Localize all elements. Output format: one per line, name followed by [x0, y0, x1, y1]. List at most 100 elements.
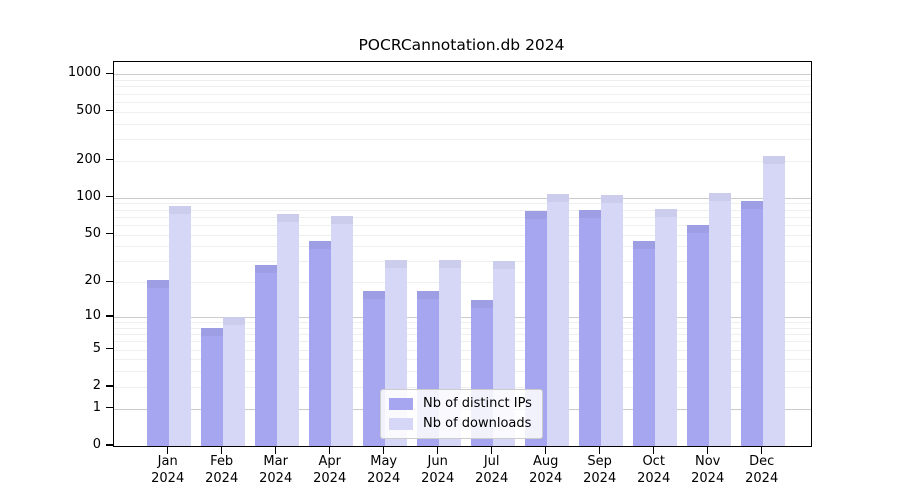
- y-tick-label-500: 500: [76, 102, 101, 118]
- x-tick-month-aug: Aug: [532, 454, 559, 469]
- y-tick-label-100: 100: [76, 188, 101, 204]
- bar-downloads-oct: [654, 208, 677, 446]
- y-tick-label-5: 5: [92, 340, 101, 356]
- bar-downloads-apr: [330, 215, 353, 446]
- x-tick-label-nov: Nov 2024: [678, 454, 738, 487]
- x-tick-month-nov: Nov: [695, 454, 721, 469]
- gridline-70: [114, 216, 811, 218]
- bar-distinct-ips-mar: [254, 264, 277, 446]
- bar-distinct-ips-jan: [146, 279, 169, 446]
- x-tick-month-apr: Apr: [318, 454, 341, 469]
- bar-distinct-ips-apr: [308, 241, 331, 446]
- legend-swatch-distinct-ips: [389, 397, 413, 410]
- x-tick-label-aug: Aug 2024: [516, 454, 576, 487]
- x-tick-year-may: 2024: [367, 470, 401, 486]
- x-tick-mark-nov: [707, 446, 709, 454]
- bar-distinct-ips-aug: [524, 210, 547, 446]
- x-tick-month-feb: Feb: [210, 454, 234, 469]
- x-tick-label-jun: Jun 2024: [408, 454, 468, 487]
- bar-distinct-ips-may: [362, 290, 385, 446]
- gridline-4: [114, 359, 811, 361]
- x-tick-month-jul: Jul: [483, 454, 500, 469]
- x-tick-mark-feb: [221, 446, 223, 454]
- gridline-600: [114, 101, 811, 103]
- gridline-5: [114, 349, 811, 351]
- x-tick-month-jan: Jan: [157, 454, 178, 469]
- gridline-400: [114, 123, 811, 125]
- x-tick-year-jan: 2024: [151, 470, 185, 486]
- gridline-1000: [114, 74, 811, 76]
- y-tick-mark-500: [106, 109, 113, 112]
- bar-downloads-mar: [276, 213, 299, 446]
- x-tick-mark-sep: [599, 446, 601, 454]
- y-tick-mark-5: [106, 347, 113, 350]
- x-tick-label-mar: Mar 2024: [246, 454, 306, 487]
- gridline-60: [114, 224, 811, 226]
- x-tick-mark-aug: [545, 446, 547, 454]
- x-tick-mark-jul: [491, 446, 493, 454]
- x-tick-month-jun: Jun: [427, 454, 448, 469]
- gridline-10: [114, 317, 811, 318]
- y-tick-label-200: 200: [76, 151, 101, 167]
- x-tick-mark-dec: [761, 446, 763, 454]
- x-tick-mark-may: [383, 446, 385, 454]
- bar-downloads-dec: [762, 156, 785, 446]
- y-tick-mark-10: [106, 315, 113, 317]
- bar-downloads-jan: [168, 206, 191, 446]
- x-tick-month-oct: Oct: [642, 454, 665, 469]
- y-tick-mark-2: [106, 385, 113, 387]
- y-tick-mark-100: [106, 196, 113, 198]
- y-tick-mark-200: [106, 159, 113, 161]
- gridline-30: [114, 261, 811, 263]
- y-tick-label-50: 50: [84, 225, 101, 241]
- x-tick-year-apr: 2024: [313, 470, 347, 486]
- y-tick-label-20: 20: [84, 273, 101, 289]
- x-tick-year-aug: 2024: [529, 470, 563, 486]
- x-tick-label-apr: Apr 2024: [300, 454, 360, 487]
- x-tick-year-oct: 2024: [637, 470, 671, 486]
- gridline-900: [114, 80, 811, 81]
- bar-distinct-ips-oct: [632, 241, 655, 446]
- x-tick-mark-oct: [653, 446, 655, 454]
- y-tick-label-1: 1: [92, 399, 101, 415]
- gridline-200: [114, 160, 811, 162]
- bar-distinct-ips-dec: [740, 200, 763, 446]
- y-tick-label-0: 0: [92, 437, 101, 452]
- x-tick-label-may: May 2024: [354, 454, 414, 487]
- gridline-2: [114, 386, 811, 388]
- x-tick-month-may: May: [370, 454, 398, 469]
- gridline-40: [114, 246, 811, 248]
- gridline-20: [114, 282, 811, 284]
- legend-label-distinct-ips: Nb of distinct IPs: [423, 396, 532, 411]
- x-tick-label-jan: Jan 2024: [138, 454, 198, 487]
- x-tick-year-mar: 2024: [259, 470, 293, 486]
- x-tick-year-feb: 2024: [205, 470, 239, 486]
- legend-label-downloads: Nb of downloads: [423, 416, 532, 431]
- x-tick-mark-jun: [437, 446, 439, 454]
- gridline-100: [114, 197, 811, 199]
- bar-distinct-ips-sep: [578, 209, 601, 446]
- x-tick-mark-jan: [167, 446, 169, 454]
- gridline-3: [114, 371, 811, 373]
- x-tick-year-sep: 2024: [583, 470, 617, 486]
- x-tick-mark-mar: [275, 446, 277, 454]
- x-tick-year-nov: 2024: [691, 470, 725, 486]
- x-tick-label-jul: Jul 2024: [462, 454, 522, 487]
- x-tick-label-sep: Sep 2024: [570, 454, 630, 487]
- gridline-50: [114, 234, 811, 236]
- bar-downloads-nov: [708, 192, 731, 446]
- bar-distinct-ips-nov: [686, 224, 709, 446]
- y-tick-mark-20: [106, 280, 113, 282]
- x-tick-month-sep: Sep: [587, 454, 612, 469]
- x-tick-year-dec: 2024: [745, 470, 779, 486]
- plot-area: Nb of distinct IPs Nb of downloads: [113, 61, 812, 447]
- gridline-8: [114, 327, 811, 329]
- x-tick-mark-apr: [329, 446, 331, 454]
- legend-swatch-downloads: [389, 417, 413, 430]
- x-tick-year-jun: 2024: [421, 470, 455, 486]
- legend: Nb of distinct IPs Nb of downloads: [380, 389, 543, 439]
- x-tick-label-dec: Dec 2024: [732, 454, 792, 487]
- bar-distinct-ips-feb: [200, 327, 223, 446]
- x-tick-label-feb: Feb 2024: [192, 454, 252, 487]
- gridline-700: [114, 93, 811, 95]
